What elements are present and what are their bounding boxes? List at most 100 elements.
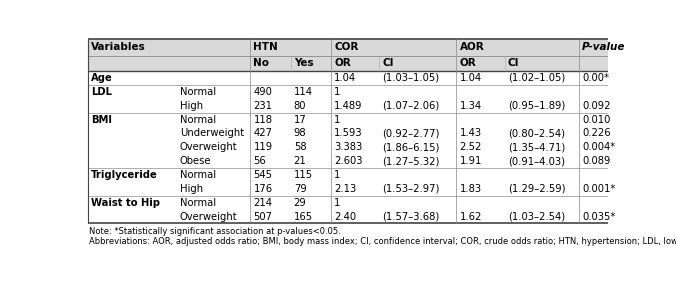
Text: 119: 119 <box>254 142 272 152</box>
Text: 1.34: 1.34 <box>460 101 482 111</box>
Text: 1: 1 <box>334 198 341 208</box>
Bar <box>88 196 635 210</box>
Text: (1.02–1.05): (1.02–1.05) <box>508 73 565 83</box>
Text: Waist to Hip: Waist to Hip <box>91 198 160 208</box>
Text: 545: 545 <box>254 170 272 180</box>
Text: High: High <box>180 101 203 111</box>
Bar <box>88 56 635 71</box>
Text: 0.001*: 0.001* <box>582 184 615 194</box>
Text: CI: CI <box>508 58 519 68</box>
Bar <box>88 113 635 126</box>
Text: Normal: Normal <box>180 170 216 180</box>
Text: 1.593: 1.593 <box>334 128 363 138</box>
Text: 490: 490 <box>254 87 272 97</box>
Text: 0.00*: 0.00* <box>582 73 609 83</box>
Text: 2.40: 2.40 <box>334 211 356 221</box>
Bar <box>88 71 635 85</box>
Bar <box>88 140 635 154</box>
Bar <box>88 182 635 196</box>
Text: (1.86–6.15): (1.86–6.15) <box>382 142 439 152</box>
Bar <box>88 210 635 224</box>
Text: BMI: BMI <box>91 115 112 125</box>
Text: 1: 1 <box>334 87 341 97</box>
Text: 2.52: 2.52 <box>460 142 482 152</box>
Text: 1.91: 1.91 <box>460 156 482 166</box>
Text: 1.04: 1.04 <box>460 73 482 83</box>
Text: 21: 21 <box>294 156 306 166</box>
Text: (0.91–4.03): (0.91–4.03) <box>508 156 564 166</box>
Text: 0.004*: 0.004* <box>582 142 615 152</box>
Text: 114: 114 <box>294 87 313 97</box>
Text: Age: Age <box>91 73 112 83</box>
Text: 118: 118 <box>254 115 272 125</box>
Text: OR: OR <box>460 58 477 68</box>
Text: 79: 79 <box>294 184 306 194</box>
Bar <box>88 154 635 168</box>
Text: 427: 427 <box>254 128 272 138</box>
Text: AOR: AOR <box>460 42 484 52</box>
Text: Overweight: Overweight <box>180 211 237 221</box>
Text: HTN: HTN <box>254 42 279 52</box>
Text: (1.03–1.05): (1.03–1.05) <box>382 73 439 83</box>
Text: 1.62: 1.62 <box>460 211 482 221</box>
Text: 0.089: 0.089 <box>582 156 610 166</box>
Text: 1: 1 <box>334 170 341 180</box>
Text: (0.95–1.89): (0.95–1.89) <box>508 101 565 111</box>
Bar <box>88 168 635 182</box>
Text: CI: CI <box>382 58 393 68</box>
Text: 29: 29 <box>294 198 306 208</box>
Text: Triglyceride: Triglyceride <box>91 170 158 180</box>
Text: 1.489: 1.489 <box>334 101 362 111</box>
Text: (0.80–2.54): (0.80–2.54) <box>508 128 564 138</box>
Text: Overweight: Overweight <box>180 142 237 152</box>
Text: 1.43: 1.43 <box>460 128 482 138</box>
Text: 58: 58 <box>294 142 306 152</box>
Text: Obese: Obese <box>180 156 212 166</box>
Bar <box>88 126 635 140</box>
Text: 0.010: 0.010 <box>582 115 610 125</box>
Text: 165: 165 <box>294 211 313 221</box>
Text: 115: 115 <box>294 170 313 180</box>
Text: 176: 176 <box>254 184 272 194</box>
Text: 0.226: 0.226 <box>582 128 610 138</box>
Text: 2.603: 2.603 <box>334 156 362 166</box>
Text: 98: 98 <box>294 128 306 138</box>
Bar <box>88 85 635 99</box>
Text: LDL: LDL <box>91 87 112 97</box>
Text: (1.53–2.97): (1.53–2.97) <box>382 184 439 194</box>
Text: (1.35–4.71): (1.35–4.71) <box>508 142 565 152</box>
Text: 0.092: 0.092 <box>582 101 610 111</box>
Text: Underweight: Underweight <box>180 128 244 138</box>
Text: 1.83: 1.83 <box>460 184 482 194</box>
Text: Abbreviations: AOR, adjusted odds ratio; BMI, body mass index; CI, confidence in: Abbreviations: AOR, adjusted odds ratio;… <box>89 237 676 246</box>
Bar <box>88 99 635 113</box>
Bar <box>88 39 635 56</box>
Text: 1: 1 <box>334 115 341 125</box>
Text: High: High <box>180 184 203 194</box>
Text: Normal: Normal <box>180 115 216 125</box>
Text: Normal: Normal <box>180 87 216 97</box>
Text: (1.57–3.68): (1.57–3.68) <box>382 211 439 221</box>
Text: 56: 56 <box>254 156 266 166</box>
Text: 507: 507 <box>254 211 272 221</box>
Text: (1.27–5.32): (1.27–5.32) <box>382 156 439 166</box>
Text: P-value: P-value <box>582 42 625 52</box>
Text: 2.13: 2.13 <box>334 184 356 194</box>
Text: 1.04: 1.04 <box>334 73 356 83</box>
Text: Note: *Statistically significant association at p-values<0.05.: Note: *Statistically significant associa… <box>89 227 341 236</box>
Text: (1.03–2.54): (1.03–2.54) <box>508 211 564 221</box>
Text: Yes: Yes <box>294 58 314 68</box>
Text: 80: 80 <box>294 101 306 111</box>
Text: (1.29–2.59): (1.29–2.59) <box>508 184 565 194</box>
Text: (0.92–2.77): (0.92–2.77) <box>382 128 439 138</box>
Text: Normal: Normal <box>180 198 216 208</box>
Text: OR: OR <box>334 58 351 68</box>
Text: 214: 214 <box>254 198 272 208</box>
Text: Variables: Variables <box>91 42 145 52</box>
Text: 3.383: 3.383 <box>334 142 362 152</box>
Text: (1.07–2.06): (1.07–2.06) <box>382 101 439 111</box>
Text: 231: 231 <box>254 101 272 111</box>
Text: 17: 17 <box>294 115 306 125</box>
Text: 0.035*: 0.035* <box>582 211 615 221</box>
Text: COR: COR <box>334 42 358 52</box>
